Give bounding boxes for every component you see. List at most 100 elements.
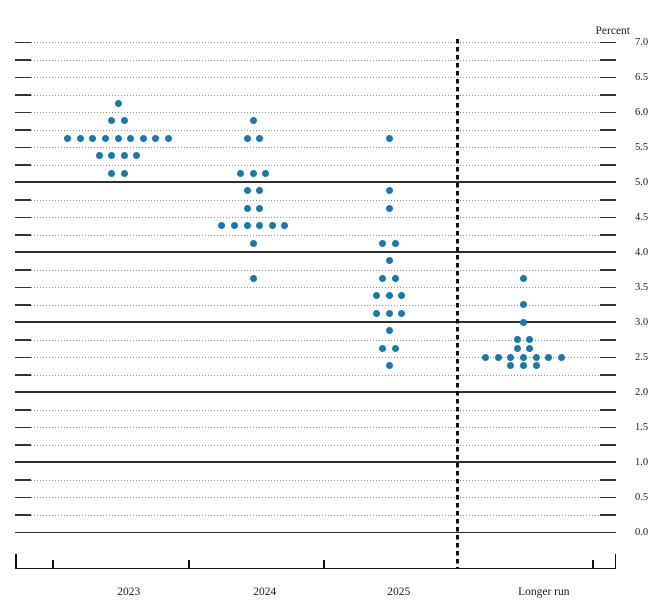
gridline-end-tick-left (15, 146, 31, 149)
gridline-end-tick-right (600, 479, 616, 481)
projection-dot (557, 353, 565, 361)
gridline-end-tick-right (600, 496, 616, 499)
projection-dot (373, 309, 381, 317)
gridline-end-tick-right (600, 426, 616, 429)
y-axis-tick-label: 7.0 (635, 36, 649, 48)
gridline-solid (15, 321, 616, 323)
gridline-end-tick-left (15, 111, 31, 114)
projection-dot (507, 362, 515, 370)
projection-dot (95, 152, 103, 160)
gridline-dotted (31, 304, 600, 306)
projection-dot (281, 222, 289, 230)
projection-dot (268, 222, 276, 230)
gridline-dotted (31, 199, 600, 201)
projection-dot (545, 353, 553, 361)
gridline-end-tick-right (600, 164, 616, 166)
gridline-end-tick-right (600, 356, 616, 359)
y-axis-tick-label: 6.0 (635, 106, 649, 118)
x-axis-tick (52, 560, 54, 569)
projection-dot (114, 99, 122, 107)
projection-dot (379, 274, 387, 282)
y-axis-tick-label: 5.0 (635, 176, 649, 188)
x-axis-tick (323, 560, 325, 569)
x-axis-category-label: Longer run (518, 586, 570, 598)
longer-run-separator-line (456, 39, 459, 569)
y-axis-tick-label: 1.5 (635, 421, 649, 433)
x-axis-tick (188, 560, 190, 569)
gridline-end-tick-right (600, 444, 616, 446)
gridline-dotted (31, 514, 600, 516)
projection-dot (249, 239, 257, 247)
gridline-dotted (31, 94, 600, 96)
gridline-end-tick-right (600, 59, 616, 61)
projection-dot (513, 344, 521, 352)
projection-dot (249, 274, 257, 282)
y-axis-tick-label: 3.0 (635, 316, 649, 328)
projection-dot (108, 152, 116, 160)
gridline-end-tick-left (15, 374, 31, 376)
gridline-end-tick-left (15, 234, 31, 236)
projection-dot (392, 344, 399, 352)
gridline-end-tick-right (600, 146, 616, 149)
projection-dot (120, 117, 128, 125)
gridline-end-tick-right (600, 304, 616, 306)
gridline-end-tick-left (15, 199, 31, 201)
gridline-end-tick-right (600, 339, 616, 341)
gridline-solid (15, 251, 616, 253)
projection-dot (398, 309, 406, 317)
gridline-end-tick-left (15, 479, 31, 481)
projection-dot (385, 187, 393, 195)
gridline-dotted (31, 269, 600, 271)
projection-dot (392, 274, 399, 282)
gridline-end-tick-left (15, 94, 31, 96)
gridline-end-tick-left (15, 269, 31, 271)
projection-dot (243, 187, 251, 195)
gridline-dotted (31, 59, 600, 61)
y-axis-tick-label: 0.5 (635, 491, 649, 503)
projection-dot (101, 134, 109, 142)
projection-dot (108, 117, 116, 125)
gridline-end-tick-left (15, 409, 31, 411)
gridline-dotted (31, 129, 600, 131)
projection-dot (262, 169, 270, 177)
gridline-end-tick-right (600, 514, 616, 516)
gridline-end-tick-right (600, 216, 616, 219)
gridline-solid (15, 531, 616, 534)
gridline-dotted (31, 479, 600, 481)
projection-dot (526, 344, 534, 352)
gridline-dotted (31, 147, 600, 149)
gridline-end-tick-left (15, 444, 31, 446)
projection-dot (379, 239, 387, 247)
projection-dot (385, 327, 393, 335)
projection-dot (256, 204, 264, 212)
gridline-end-tick-left (15, 339, 31, 341)
y-axis-tick-label: 4.0 (635, 246, 649, 258)
gridline-end-tick-left (15, 164, 31, 166)
projection-dot (120, 169, 128, 177)
y-axis-tick-label: 5.5 (635, 141, 649, 153)
x-axis-category-label: 2024 (253, 586, 277, 598)
projection-dot (89, 134, 97, 142)
gridline-end-tick-left (15, 304, 31, 306)
gridline-dotted (31, 112, 600, 114)
gridline-end-tick-right (600, 111, 616, 114)
projection-dot (218, 222, 226, 230)
projection-dot (520, 362, 527, 370)
projection-dot (532, 353, 540, 361)
gridline-dotted (31, 409, 600, 411)
projection-dot (385, 309, 393, 317)
projection-dot (482, 353, 490, 361)
projection-dot (249, 117, 257, 125)
gridline-end-tick-right (600, 199, 616, 201)
projection-dot (243, 134, 251, 142)
projection-dot (379, 344, 387, 352)
y-axis-tick-label: 3.5 (635, 281, 649, 293)
y-axis-tick-label: 2.0 (635, 386, 649, 398)
y-axis-tick-label: 6.5 (635, 71, 649, 83)
gridline-dotted (31, 427, 600, 429)
gridline-solid (15, 461, 616, 463)
gridline-end-tick-right (600, 41, 616, 43)
projection-dot (152, 134, 160, 142)
gridline-end-tick-right (600, 76, 616, 79)
